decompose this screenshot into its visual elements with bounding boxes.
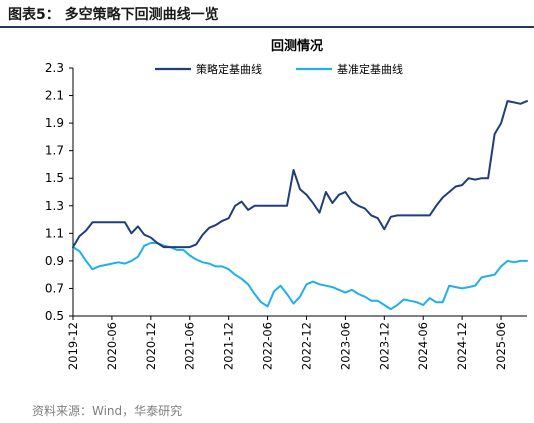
x-tick-label-3: 2021-06 (183, 322, 197, 370)
y-axis: 0.5 0.7 0.9 1.1 1.3 1.5 1.7 1.9 2.1 2.3 (45, 61, 74, 323)
y-tick-label-6: 1.7 (45, 144, 64, 158)
x-tick-label-0: 2019-12 (66, 322, 80, 370)
x-tick-label-11: 2025-06 (494, 322, 508, 370)
x-tick-label-1: 2020-06 (105, 322, 119, 370)
chart-title: 回测情况 (271, 38, 323, 54)
y-tick-label-7: 1.9 (45, 116, 64, 130)
x-tick-label-7: 2023-06 (338, 322, 352, 370)
y-tick-label-1: 0.7 (45, 281, 64, 295)
x-tick-label-6: 2022-12 (299, 322, 313, 370)
x-tick-label-8: 2023-12 (377, 322, 391, 370)
figure-title: 图表5： 多空策略下回测曲线一览 (0, 4, 534, 28)
legend: 策略定基曲线 基准定基曲线 (155, 62, 403, 76)
series-layer (72, 100, 528, 311)
figure-title-text: 图表5： 多空策略下回测曲线一览 (8, 7, 219, 23)
series-line-strategy (72, 100, 528, 249)
y-tick-label-0: 0.5 (45, 309, 64, 323)
legend-label-strategy: 策略定基曲线 (196, 62, 262, 76)
x-axis: 2019-12 2020-06 2020-12 2021-06 2021-12 2022-… (66, 315, 527, 370)
y-tick-label-4: 1.3 (45, 199, 64, 213)
y-tick-label-5: 1.5 (45, 171, 64, 185)
x-tick-label-5: 2022-06 (261, 322, 275, 370)
title-rule (0, 26, 534, 28)
y-tick-label-2: 0.9 (45, 254, 64, 268)
series-line-benchmark (72, 242, 528, 311)
source-note: 资料来源：Wind，华泰研究 (32, 404, 183, 418)
legend-label-benchmark: 基准定基曲线 (337, 62, 403, 76)
x-tick-label-9: 2024-06 (416, 322, 430, 370)
x-tick-label-2: 2020-12 (144, 322, 158, 370)
y-tick-label-8: 2.1 (45, 89, 64, 103)
y-tick-label-9: 2.3 (45, 61, 64, 75)
x-tick-label-10: 2024-12 (455, 322, 469, 370)
y-tick-label-3: 1.1 (45, 226, 64, 240)
x-tick-label-4: 2021-12 (222, 322, 236, 370)
